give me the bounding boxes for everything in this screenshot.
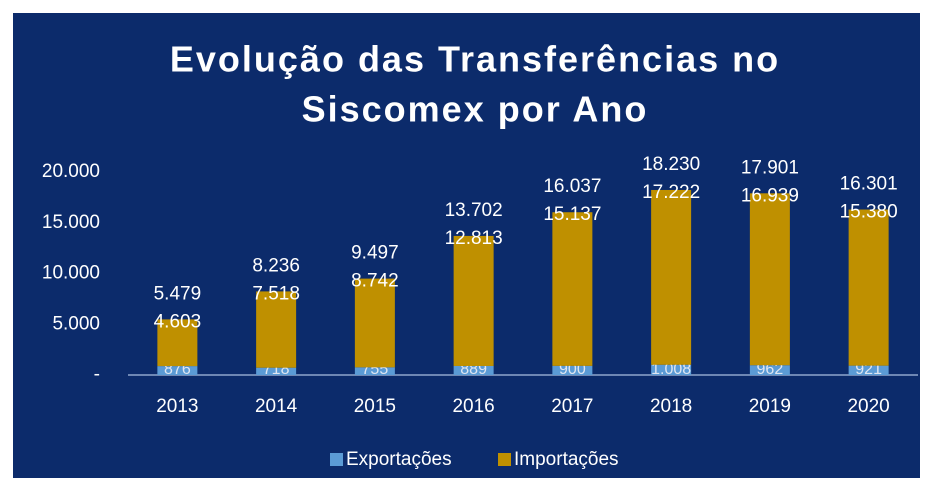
x-tick-label: 2017 <box>551 396 593 417</box>
bar-segment <box>157 366 198 375</box>
value-label: 962 <box>757 361 784 378</box>
total-label: 9.497 <box>351 243 399 264</box>
total-label: 5.479 <box>154 283 202 304</box>
value-label: 17.222 <box>642 182 700 203</box>
bar-segment <box>453 365 494 375</box>
y-tick-label: 5.000 <box>52 313 100 334</box>
x-tick-label: 2016 <box>452 396 494 417</box>
y-tick-label: 15.000 <box>42 212 100 233</box>
bar-segment <box>848 365 889 375</box>
bar-segment <box>256 291 297 368</box>
value-label: 15.380 <box>840 202 898 223</box>
bar-segment <box>749 193 790 366</box>
bar-segment <box>749 365 790 375</box>
bar-segment <box>848 209 889 366</box>
chart-title-line2: Siscomex por Ano <box>302 89 649 130</box>
bar-segment <box>552 365 593 375</box>
x-tick-label: 2014 <box>255 396 298 417</box>
total-label: 8.236 <box>252 255 300 276</box>
bar-segment <box>552 212 593 366</box>
value-label: 8.742 <box>351 271 399 292</box>
y-tick-label: 20.000 <box>42 161 100 182</box>
total-label: 17.901 <box>741 157 799 178</box>
legend-label: Exportações <box>346 449 452 470</box>
value-label: 15.137 <box>543 204 601 225</box>
x-tick-label: 2013 <box>156 396 198 417</box>
legend-swatch <box>330 453 343 466</box>
bar-segment <box>354 367 395 375</box>
legend-swatch <box>498 453 511 466</box>
value-label: 12.813 <box>445 228 503 249</box>
total-label: 18.230 <box>642 154 700 175</box>
x-tick-label: 2018 <box>650 396 692 417</box>
bar-segment <box>354 278 395 368</box>
y-tick-label: 10.000 <box>42 263 100 284</box>
x-tick-label: 2015 <box>354 396 396 417</box>
bar-segment <box>157 319 198 367</box>
value-label: 1.008 <box>651 361 691 378</box>
y-tick-label: - <box>94 364 100 385</box>
bar-segment <box>453 235 494 366</box>
total-label: 16.037 <box>543 176 601 197</box>
bar-segment <box>651 364 692 375</box>
x-tick-label: 2020 <box>847 396 889 417</box>
value-label: 7.518 <box>252 283 300 304</box>
chart-title-line1: Evolução das Transferências no <box>170 39 780 80</box>
value-label: 16.939 <box>741 185 799 206</box>
legend-label: Importações <box>514 449 619 470</box>
bar-segment <box>256 367 297 375</box>
x-tick-label: 2019 <box>749 396 791 417</box>
total-label: 16.301 <box>840 174 898 195</box>
bar-segment <box>651 189 692 365</box>
value-label: 4.603 <box>154 311 202 332</box>
total-label: 13.702 <box>445 200 503 221</box>
